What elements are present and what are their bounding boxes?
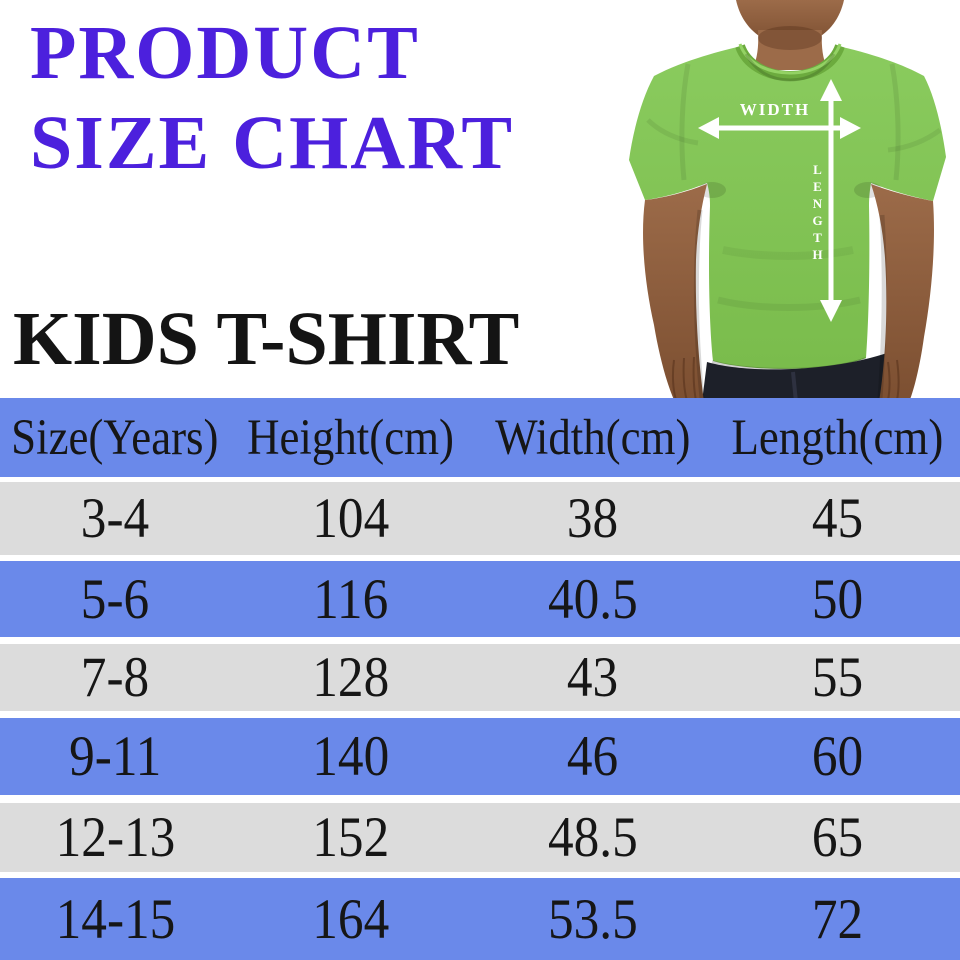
cell-length: 45 <box>811 487 864 550</box>
kid-neck <box>736 0 844 70</box>
cell-size: 7-8 <box>81 646 150 709</box>
kid-pants <box>702 352 896 402</box>
table-row: 3-4 104 38 45 <box>0 482 960 555</box>
table-row: 12-13 152 48.5 65 <box>0 803 960 872</box>
kid-tshirt-illustration <box>629 0 946 402</box>
cell-width: 43 <box>567 646 619 709</box>
table-header-row: Size(Years) Height(cm) Width(cm) Length(… <box>0 398 960 477</box>
table-row: 14-15 164 53.5 72 <box>0 878 960 960</box>
cell-size: 3-4 <box>81 487 150 550</box>
cell-length: 50 <box>811 567 864 631</box>
header-cell-height: Height(cm) <box>246 409 454 466</box>
header-cell-size-years: Size(Years) <box>11 409 219 466</box>
cell-length: 55 <box>811 646 864 709</box>
cell-height: 164 <box>311 887 389 951</box>
width-arrow-icon <box>698 117 861 139</box>
cell-length: 72 <box>811 887 864 951</box>
cell-size: 5-6 <box>81 567 150 631</box>
cell-width: 38 <box>567 487 619 550</box>
cell-width: 53.5 <box>547 887 638 951</box>
page-title: PRODUCT SIZE CHART <box>30 8 514 188</box>
kid-arms <box>643 184 934 402</box>
table-row: 9-11 140 46 60 <box>0 718 960 795</box>
cell-height: 152 <box>311 806 389 869</box>
cell-length: 60 <box>811 725 864 788</box>
width-measure-label: WIDTH <box>739 100 811 119</box>
header-cell-width: Width(cm) <box>495 409 691 466</box>
length-measure-label: LENGTH <box>810 162 825 264</box>
cell-width: 40.5 <box>547 567 638 631</box>
cell-length: 65 <box>811 806 864 869</box>
cell-height: 128 <box>311 646 389 709</box>
table-row: 7-8 128 43 55 <box>0 644 960 711</box>
header-cell-length: Length(cm) <box>731 409 944 466</box>
cell-height: 116 <box>312 567 388 631</box>
table-row: 5-6 116 40.5 50 <box>0 561 960 637</box>
size-table: Size(Years) Height(cm) Width(cm) Length(… <box>0 398 960 960</box>
section-heading: KIDS T-SHIRT <box>13 297 520 381</box>
length-arrow-icon <box>820 79 842 322</box>
cell-height: 104 <box>311 487 389 550</box>
cell-size: 9-11 <box>69 725 162 788</box>
cell-size: 14-15 <box>55 887 176 951</box>
page-title-line1: PRODUCT <box>30 11 420 95</box>
cell-size: 12-13 <box>55 806 176 869</box>
cell-width: 46 <box>567 725 619 788</box>
cell-width: 48.5 <box>547 806 638 869</box>
cell-height: 140 <box>311 725 389 788</box>
page-title-line2: SIZE CHART <box>30 101 515 185</box>
kid-tshirt-photo: WIDTH LENGTH <box>588 0 960 402</box>
